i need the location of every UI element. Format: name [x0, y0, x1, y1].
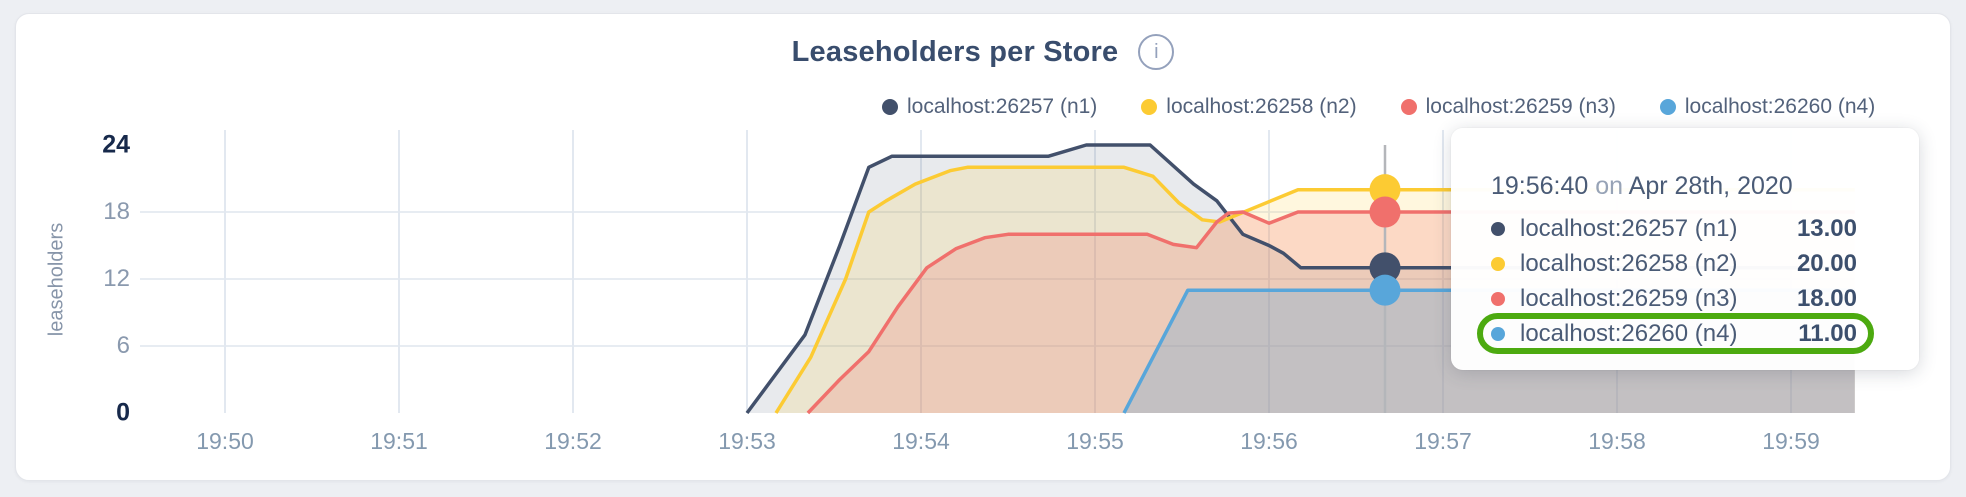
x-tick-label: 19:50	[196, 428, 254, 454]
tooltip-series-value: 11.00	[1798, 319, 1857, 347]
legend-item-label: localhost:26257 (n1)	[907, 95, 1098, 118]
tooltip-series-label: localhost:26258 (n2)	[1520, 249, 1738, 277]
y-tick-label: 6	[116, 331, 130, 359]
x-tick-label: 19:59	[1762, 428, 1820, 454]
x-tick-label: 19:54	[892, 428, 950, 454]
y-tick-label: 18	[103, 197, 130, 225]
hover-dot-n2	[1369, 174, 1401, 206]
tooltip-series-dot-icon	[1491, 326, 1505, 341]
legend-item-n3[interactable]: localhost:26259 (n3)	[1400, 95, 1616, 119]
y-tick-label: 0	[116, 398, 130, 427]
tooltip-series-label: localhost:26257 (n1)	[1520, 214, 1738, 242]
tooltip-series-dot-icon	[1491, 221, 1505, 236]
tooltip-series-dot-icon	[1491, 291, 1505, 306]
tooltip-row-n4: localhost:26260 (n4) 11.00	[1477, 313, 1874, 354]
tooltip-row-n3: localhost:26259 (n3) 18.00	[1491, 281, 1857, 316]
legend-item-label: localhost:26258 (n2)	[1166, 95, 1357, 118]
tooltip-row-n1: localhost:26257 (n1) 13.00	[1491, 211, 1857, 246]
legend-dot-icon	[1400, 99, 1417, 115]
legend-dot-icon	[882, 99, 898, 115]
legend-dot-icon	[1659, 99, 1676, 115]
x-tick-label: 19:53	[718, 428, 776, 454]
x-tick-label: 19:56	[1240, 428, 1298, 454]
tooltip-connector: on	[1595, 172, 1624, 200]
chart-title: Leaseholders per Store	[791, 35, 1119, 68]
series-line-n3	[806, 210, 1855, 415]
series-line-n1	[745, 143, 1855, 415]
hover-dot-n4	[1369, 274, 1401, 306]
x-tick-label: 19:51	[370, 428, 428, 454]
tooltip-rows: localhost:26257 (n1) 13.00 localhost:26258…	[1477, 211, 1874, 354]
legend-dot-icon	[1141, 99, 1158, 115]
tooltip-series-value: 13.00	[1796, 214, 1857, 242]
tooltip-series-dot-icon	[1491, 256, 1505, 271]
series-line-n2	[774, 165, 1855, 414]
legend-item-label: localhost:26260 (n4)	[1684, 95, 1876, 118]
legend-item-n4[interactable]: localhost:26260 (n4)	[1659, 95, 1876, 119]
tooltip-series-value: 20.00	[1796, 249, 1857, 277]
legend-item-n1[interactable]: localhost:26257 (n1)	[882, 95, 1097, 119]
hover-tooltip: 19:56:40 on Apr 28th, 2020 localhost:262…	[1451, 128, 1919, 370]
chart-legend: localhost:26257 (n1) localhost:26258 (n2)…	[882, 95, 1875, 119]
x-tick-label: 19:58	[1588, 428, 1646, 454]
hover-dot-n1	[1369, 252, 1401, 284]
tooltip-series-label: localhost:26260 (n4)	[1520, 319, 1738, 347]
chart-header: Leaseholders per Store i	[0, 34, 1966, 70]
tooltip-row-n2: localhost:26258 (n2) 20.00	[1491, 246, 1857, 281]
tooltip-series-value: 18.00	[1796, 284, 1857, 312]
tooltip-time: 19:56:40	[1491, 172, 1589, 200]
hover-dot-n3	[1369, 196, 1401, 228]
tooltip-timestamp: 19:56:40 on Apr 28th, 2020	[1491, 172, 1857, 201]
legend-item-n2[interactable]: localhost:26258 (n2)	[1141, 95, 1357, 119]
tooltip-series-label: localhost:26259 (n3)	[1520, 284, 1738, 312]
x-tick-label: 19:57	[1414, 428, 1472, 454]
x-tick-label: 19:52	[544, 428, 602, 454]
y-tick-label: 24	[102, 130, 130, 159]
tooltip-date: Apr 28th, 2020	[1628, 172, 1793, 200]
y-tick-label: 12	[103, 264, 130, 292]
info-icon[interactable]: i	[1138, 34, 1175, 70]
legend-item-label: localhost:26259 (n3)	[1425, 95, 1616, 118]
x-tick-label: 19:55	[1066, 428, 1124, 454]
